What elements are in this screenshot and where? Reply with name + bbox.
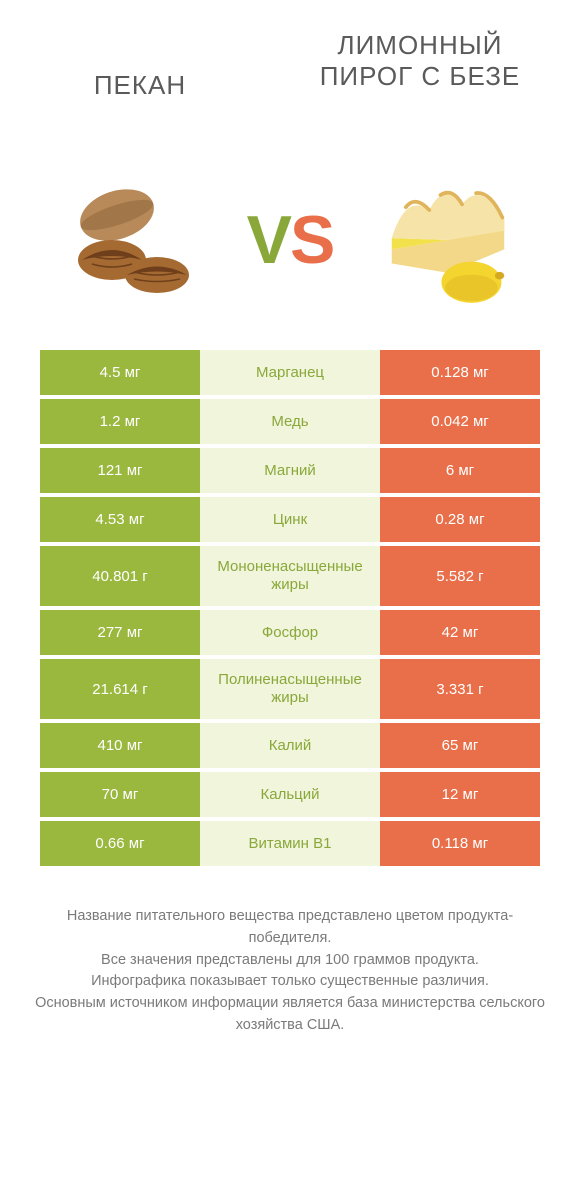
right-value: 0.128 мг [380, 350, 540, 395]
vs-label: VS [247, 201, 334, 279]
right-value: 65 мг [380, 723, 540, 768]
table-row: 410 мгКалий65 мг [40, 723, 540, 768]
title-left: ПЕКАН [40, 70, 240, 101]
right-value: 42 мг [380, 610, 540, 655]
left-value: 4.5 мг [40, 350, 200, 395]
footer-line4: Основным источником информации является … [30, 993, 550, 1037]
table-row: 70 мгКальций12 мг [40, 772, 540, 817]
left-value: 40.801 г [40, 546, 200, 606]
vs-row: VS [0, 140, 580, 340]
table-row: 40.801 гМононенасыщенные жиры5.582 г [40, 546, 540, 606]
right-value: 12 мг [380, 772, 540, 817]
left-value: 1.2 мг [40, 399, 200, 444]
left-value: 4.53 мг [40, 497, 200, 542]
left-value: 21.614 г [40, 659, 200, 719]
left-value: 121 мг [40, 448, 200, 493]
pie-image [373, 165, 523, 315]
vs-s: S [290, 202, 333, 278]
table-row: 277 мгФосфор42 мг [40, 610, 540, 655]
table-row: 4.5 мгМарганец0.128 мг [40, 350, 540, 395]
nutrient-label: Кальций [200, 772, 380, 817]
nutrient-label: Фосфор [200, 610, 380, 655]
left-value: 70 мг [40, 772, 200, 817]
nutrient-label: Калий [200, 723, 380, 768]
left-value: 277 мг [40, 610, 200, 655]
nutrient-label: Медь [200, 399, 380, 444]
table-row: 121 мгМагний6 мг [40, 448, 540, 493]
comparison-table: 4.5 мгМарганец0.128 мг1.2 мгМедь0.042 мг… [40, 350, 540, 866]
footer-line1: Название питательного вещества представл… [30, 906, 550, 950]
left-value: 0.66 мг [40, 821, 200, 866]
title-right: ЛИМОННЫЙ ПИРОГ С БЕЗЕ [300, 30, 540, 92]
pie-meringue [392, 194, 505, 240]
nutrient-label: Марганец [200, 350, 380, 395]
footer-line3: Инфографика показывает только существенн… [30, 971, 550, 993]
right-value: 0.28 мг [380, 497, 540, 542]
table-row: 0.66 мгВитамин B10.118 мг [40, 821, 540, 866]
right-value: 0.042 мг [380, 399, 540, 444]
left-value: 410 мг [40, 723, 200, 768]
vs-v: V [247, 202, 290, 278]
footer-line2: Все значения представлены для 100 граммо… [30, 950, 550, 972]
table-row: 1.2 мгМедь0.042 мг [40, 399, 540, 444]
right-value: 0.118 мг [380, 821, 540, 866]
pecan-image [57, 165, 207, 315]
nutrient-label: Мононенасыщенные жиры [200, 546, 380, 606]
right-value: 5.582 г [380, 546, 540, 606]
right-value: 6 мг [380, 448, 540, 493]
table-row: 4.53 мгЦинк0.28 мг [40, 497, 540, 542]
header: ПЕКАН ЛИМОННЫЙ ПИРОГ С БЕЗЕ [0, 0, 580, 140]
nutrient-label: Витамин B1 [200, 821, 380, 866]
table-row: 21.614 гПолиненасыщенные жиры3.331 г [40, 659, 540, 719]
footer-note: Название питательного вещества представл… [30, 906, 550, 1037]
right-value: 3.331 г [380, 659, 540, 719]
nutrient-label: Магний [200, 448, 380, 493]
nutrient-label: Цинк [200, 497, 380, 542]
nutrient-label: Полиненасыщенные жиры [200, 659, 380, 719]
